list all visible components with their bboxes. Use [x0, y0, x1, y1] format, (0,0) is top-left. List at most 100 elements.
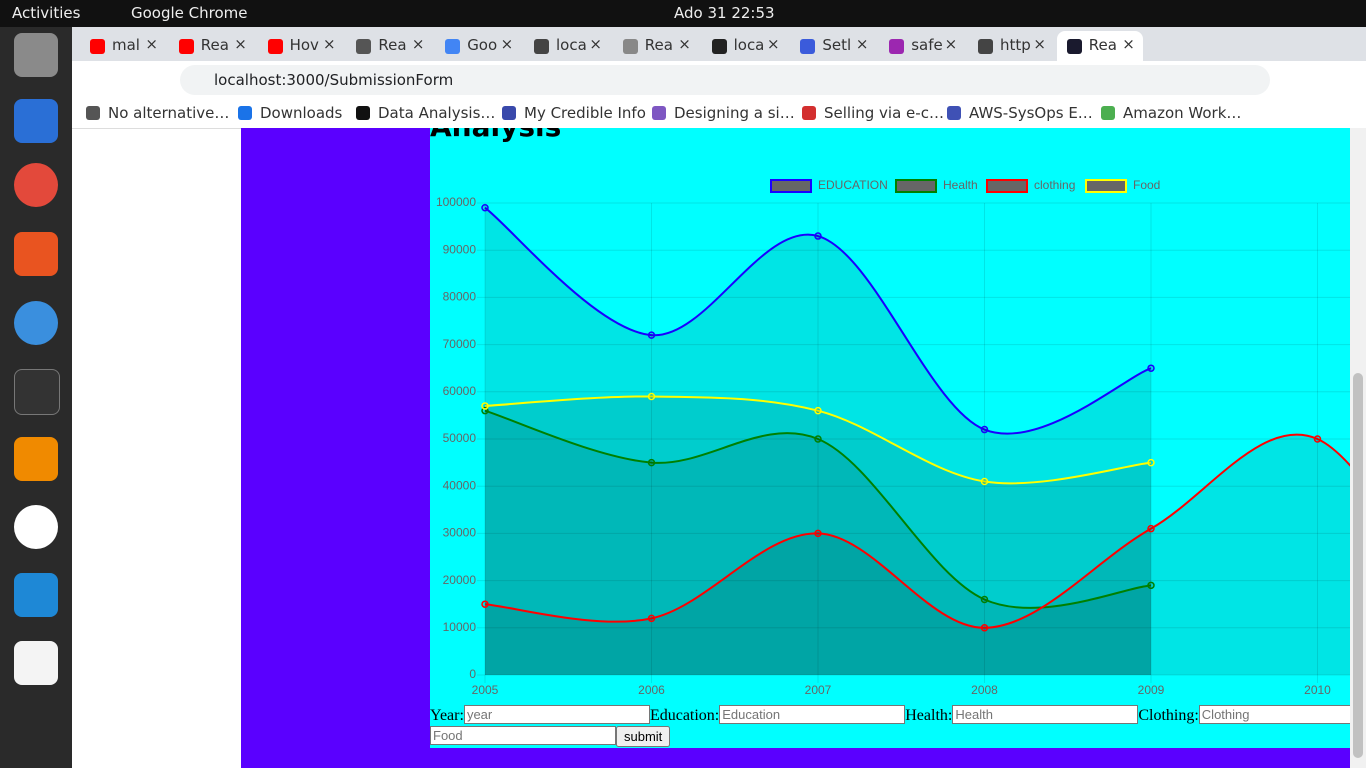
- tab-close[interactable]: ×: [411, 35, 425, 53]
- heading: Analysis: [430, 128, 561, 143]
- bookmarks-bar: No alternative… Downloads Data Analysis… My…: [72, 98, 1366, 129]
- bookmark[interactable]: Selling via e-c…: [802, 104, 944, 122]
- field-input[interactable]: [430, 726, 616, 745]
- bookmark-icon: [86, 106, 100, 120]
- tab[interactable]: Goo ×: [435, 31, 521, 61]
- app-menu[interactable]: Google Chrome: [131, 4, 248, 22]
- help-icon[interactable]: [14, 301, 58, 345]
- bookmark-icon: [238, 106, 252, 120]
- field-input[interactable]: [463, 705, 650, 724]
- bookmark[interactable]: Downloads: [238, 104, 342, 122]
- chrome-icon[interactable]: [14, 163, 58, 207]
- page-content: Analysis 0 10000 20000 30000 40000 50000 60000…: [72, 128, 1350, 768]
- tab[interactable]: Rea ×: [169, 31, 255, 61]
- data-point: [814, 435, 822, 443]
- y-tick-label: 10000: [443, 620, 477, 634]
- tab[interactable]: loca ×: [702, 31, 788, 61]
- editor-icon[interactable]: [14, 641, 58, 685]
- submit-button[interactable]: submit: [616, 726, 671, 747]
- bookmark-title: My Credible Info: [524, 104, 646, 122]
- x-tick-label: 2009: [1138, 683, 1165, 697]
- writer-icon[interactable]: [14, 99, 58, 143]
- x-tick-label: 2007: [805, 683, 832, 697]
- y-tick-label: 100000: [436, 195, 476, 209]
- data-point: [814, 232, 822, 240]
- field-label: Education:: [649, 707, 720, 724]
- tab-close[interactable]: ×: [323, 35, 336, 53]
- tab[interactable]: Hov ×: [258, 31, 344, 61]
- field-input[interactable]: [1198, 705, 1350, 724]
- scroll-thumb[interactable]: [1353, 373, 1363, 758]
- data-point: [1147, 581, 1155, 590]
- vlc-icon[interactable]: [14, 437, 58, 481]
- files-icon[interactable]: [14, 33, 58, 77]
- bookmark[interactable]: No alternative…: [86, 104, 229, 122]
- terminal-icon[interactable]: [14, 369, 60, 415]
- activities[interactable]: Activities: [12, 4, 81, 22]
- field-input[interactable]: [952, 705, 1139, 724]
- tab[interactable]: safe ×: [879, 31, 965, 61]
- legend-swatch: [986, 179, 1028, 193]
- tab[interactable]: Rea ×: [346, 31, 432, 61]
- tab[interactable]: Rea ×: [1056, 31, 1143, 61]
- data-point: [980, 425, 989, 434]
- tab-close[interactable]: ×: [145, 35, 158, 53]
- y-tick-label: 70000: [443, 337, 477, 351]
- tab[interactable]: http ×: [968, 31, 1054, 61]
- tab-close[interactable]: ×: [767, 35, 780, 53]
- tab-close[interactable]: ×: [1122, 35, 1135, 53]
- tab-title: Rea: [200, 36, 229, 54]
- data-point: [647, 458, 656, 467]
- bookmark-icon: [802, 106, 816, 120]
- y-tick-label: 30000: [443, 526, 477, 540]
- legend-swatch: [1085, 179, 1127, 193]
- y-tick-label: 90000: [443, 242, 477, 256]
- data-point: [1313, 435, 1322, 443]
- bookmark-icon: [1101, 106, 1115, 120]
- apps-icon[interactable]: [14, 711, 58, 755]
- tab-close[interactable]: ×: [1033, 35, 1046, 53]
- bookmark[interactable]: Data Analysis…: [356, 104, 495, 122]
- legend-label: Health: [943, 178, 978, 192]
- panel: Analysis 0 10000 20000 30000 40000 50000 60000…: [430, 128, 1350, 748]
- tab[interactable]: Rea ×: [613, 31, 699, 61]
- tab-icon: [356, 39, 372, 54]
- bookmark[interactable]: Designing a si…: [652, 104, 795, 122]
- tab-title: Rea: [1088, 36, 1117, 54]
- tab-icon: [622, 39, 638, 54]
- tab[interactable]: loca ×: [524, 31, 610, 61]
- bookmark[interactable]: My Credible Info: [502, 104, 646, 122]
- omnibox[interactable]: localhost:3000/SubmissionForm: [180, 65, 1270, 95]
- legend-swatch: [770, 179, 812, 193]
- clock[interactable]: Ado 31 22:53: [674, 4, 775, 22]
- x-tick-label: 2006: [638, 683, 665, 697]
- data-point: [647, 614, 656, 623]
- bookmark[interactable]: Amazon Work…: [1101, 104, 1241, 122]
- tab-close[interactable]: ×: [500, 35, 514, 53]
- data-point: [481, 402, 489, 410]
- y-tick-label: 0: [469, 667, 476, 681]
- bookmark[interactable]: AWS-SysOps E…: [947, 104, 1093, 122]
- data-point: [814, 406, 822, 415]
- tab-icon: [978, 39, 993, 54]
- bookmark-icon: [947, 106, 961, 120]
- tab-close[interactable]: ×: [678, 35, 691, 53]
- tab-icon: [1066, 39, 1082, 54]
- tab-title: Hov: [289, 36, 319, 54]
- url[interactable]: localhost:3000/SubmissionForm: [214, 71, 454, 89]
- tab[interactable]: Setl ×: [790, 31, 876, 61]
- y-tick-label: 20000: [443, 573, 477, 587]
- tab-close[interactable]: ×: [944, 35, 958, 53]
- vscode-icon[interactable]: [14, 573, 58, 617]
- tab-close[interactable]: ×: [855, 35, 869, 53]
- field-input[interactable]: [719, 705, 906, 724]
- field-label: Clothing:: [1138, 707, 1199, 724]
- legend-label: Food: [1133, 178, 1160, 192]
- data-point: [980, 624, 989, 632]
- tab[interactable]: mal ×: [80, 31, 166, 61]
- tab-close[interactable]: ×: [234, 35, 247, 53]
- data-point: [481, 600, 489, 608]
- software-icon[interactable]: [14, 232, 58, 276]
- tab-close[interactable]: ×: [589, 35, 602, 53]
- slack-icon[interactable]: [14, 505, 58, 549]
